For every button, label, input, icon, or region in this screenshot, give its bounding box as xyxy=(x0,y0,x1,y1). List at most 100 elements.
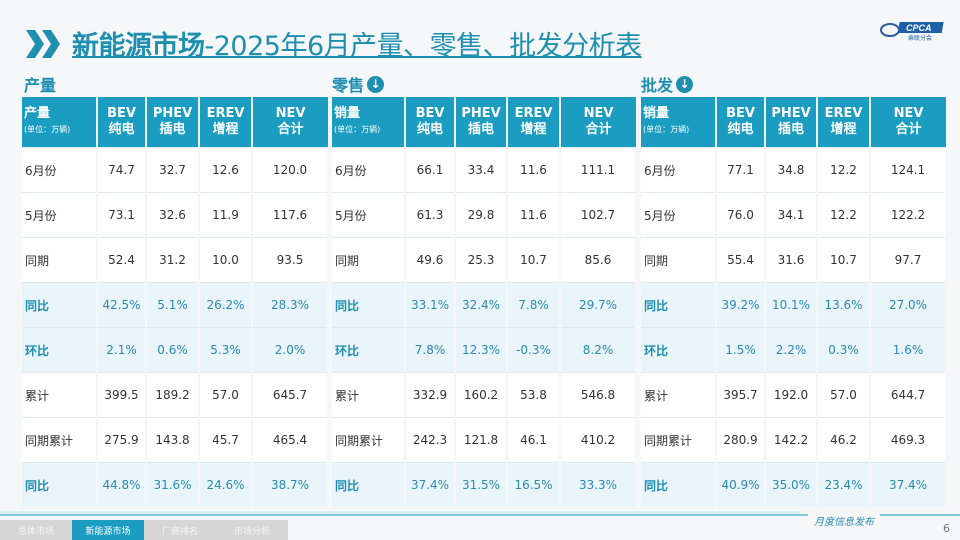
cell: 142.2 xyxy=(765,417,818,463)
cell: 644.7 xyxy=(870,372,947,418)
cell: 38.7% xyxy=(252,462,329,507)
cell: 10.0 xyxy=(199,237,253,283)
header-row: 销量 (单位：万辆) BEV 纯电 PHEV 插电 EREV 增程 NEV 合计 xyxy=(332,97,636,148)
footer-tab-ranking[interactable]: 厂商排名 xyxy=(144,520,216,540)
cell: 12.2 xyxy=(817,147,871,193)
row-label: 同期累计 xyxy=(641,417,717,463)
row-label: 累计 xyxy=(641,372,717,418)
table-row: 累计 332.9 160.2 53.8 546.8 xyxy=(332,372,637,418)
cell: 35.0% xyxy=(765,462,818,507)
cell: 93.5 xyxy=(252,237,329,283)
header-erev: EREV 增程 xyxy=(817,97,871,148)
cell: 61.3 xyxy=(405,192,456,238)
footer-tab-nev[interactable]: 新能源市场 xyxy=(72,520,144,540)
header-label: 销量 (单位：万辆) xyxy=(641,97,717,148)
cell: 77.1 xyxy=(716,147,766,193)
title-row: 新能源市场-2025年6月产量、零售、批发分析表 xyxy=(26,24,642,63)
cell: 124.1 xyxy=(870,147,947,193)
footer-tab-overall[interactable]: 总体市场 xyxy=(0,520,72,540)
header-bev: BEV 纯电 xyxy=(716,97,766,148)
cell: 32.6 xyxy=(146,192,200,238)
cell: 2.2% xyxy=(765,327,818,373)
cell: 117.6 xyxy=(252,192,329,238)
cell: 32.4% xyxy=(455,282,508,328)
cell: 5.1% xyxy=(146,282,200,328)
row-label: 同期累计 xyxy=(22,417,98,463)
cell: 52.4 xyxy=(97,237,147,283)
row-label: 环比 xyxy=(332,327,406,373)
svg-text:CPCA: CPCA xyxy=(906,23,932,33)
row-label: 同期 xyxy=(332,237,406,283)
row-label: 同比 xyxy=(641,282,717,328)
cell: 11.6 xyxy=(507,192,561,238)
cell: 0.3% xyxy=(817,327,871,373)
table-row: 累计 399.5 189.2 57.0 645.7 xyxy=(22,372,329,418)
cell: 34.8 xyxy=(765,147,818,193)
cell: 29.7% xyxy=(560,282,637,328)
cell: 10.7 xyxy=(817,237,871,283)
cell: 57.0 xyxy=(199,372,253,418)
cell: 2.1% xyxy=(97,327,147,373)
cell: 122.2 xyxy=(870,192,947,238)
row-label: 同期累计 xyxy=(332,417,406,463)
arrow-down-circle-icon[interactable]: ↓ xyxy=(676,75,694,93)
cell: 121.8 xyxy=(455,417,508,463)
cell: 189.2 xyxy=(146,372,200,418)
page-number: 6 xyxy=(943,522,950,535)
cell: 33.3% xyxy=(560,462,637,507)
row-label: 同期 xyxy=(22,237,98,283)
cell: 102.7 xyxy=(560,192,637,238)
cell: 1.5% xyxy=(716,327,766,373)
header-erev: EREV 增程 xyxy=(507,97,561,148)
cell: 16.5% xyxy=(507,462,561,507)
page-title: 新能源市场-2025年6月产量、零售、批发分析表 xyxy=(72,31,642,62)
table-production: 产量 (单位：万辆) BEV 纯电 PHEV 插电 EREV 增程 NEV 合计 6月份 74… xyxy=(22,97,329,507)
cell: 66.1 xyxy=(405,147,456,193)
footer-accent xyxy=(0,511,800,514)
cell: 24.6% xyxy=(199,462,253,507)
cell: 29.8 xyxy=(455,192,508,238)
arrow-down-circle-icon[interactable]: ↓ xyxy=(367,75,385,93)
footer-tabs: 总体市场 新能源市场 厂商排名 市场分析 xyxy=(0,520,288,540)
row-label: 5月份 xyxy=(332,192,406,238)
cell: 10.1% xyxy=(765,282,818,328)
cell: 192.0 xyxy=(765,372,818,418)
table-row: 同期 49.6 25.3 10.7 85.6 xyxy=(332,237,637,283)
table-wholesale: 销量 (单位：万辆) BEV 纯电 PHEV 插电 EREV 增程 NEV 合计 6月份 77… xyxy=(641,97,947,507)
row-label: 环比 xyxy=(641,327,717,373)
table-row: 5月份 73.1 32.6 11.9 117.6 xyxy=(22,192,329,238)
table-row: 累计 395.7 192.0 57.0 644.7 xyxy=(641,372,947,418)
footer-divider xyxy=(0,514,960,516)
cell: 546.8 xyxy=(560,372,637,418)
row-label: 累计 xyxy=(22,372,98,418)
cell: 26.2% xyxy=(199,282,253,328)
table-row: 同比 37.4% 31.5% 16.5% 33.3% xyxy=(332,462,637,507)
cell: 37.4% xyxy=(870,462,947,507)
cell: 44.8% xyxy=(97,462,147,507)
monthly-release-label: 月度信息发布 xyxy=(808,513,880,528)
cell: 37.4% xyxy=(405,462,456,507)
cell: 85.6 xyxy=(560,237,637,283)
table-row: 同比 39.2% 10.1% 13.6% 27.0% xyxy=(641,282,947,328)
cell: -0.3% xyxy=(507,327,561,373)
cell: 76.0 xyxy=(716,192,766,238)
header-row: 产量 (单位：万辆) BEV 纯电 PHEV 插电 EREV 增程 NEV 合计 xyxy=(22,97,328,148)
section-production: 产量 xyxy=(24,72,56,96)
table-row: 同期累计 275.9 143.8 45.7 465.4 xyxy=(22,417,329,463)
cell: 0.6% xyxy=(146,327,200,373)
footer-tab-analysis[interactable]: 市场分析 xyxy=(216,520,288,540)
table-row: 环比 2.1% 0.6% 5.3% 2.0% xyxy=(22,327,329,373)
cell: 45.7 xyxy=(199,417,253,463)
section-title: 零售 xyxy=(332,76,365,95)
cell: 332.9 xyxy=(405,372,456,418)
cell: 73.1 xyxy=(97,192,147,238)
cpca-logo: CPCA 乘联分会 xyxy=(880,20,946,42)
cell: 160.2 xyxy=(455,372,508,418)
cell: 1.6% xyxy=(870,327,947,373)
cell: 32.7 xyxy=(146,147,200,193)
header-bev: BEV 纯电 xyxy=(405,97,456,148)
row-label: 同比 xyxy=(641,462,717,507)
cell: 280.9 xyxy=(716,417,766,463)
header-phev: PHEV 插电 xyxy=(455,97,508,148)
header-row: 销量 (单位：万辆) BEV 纯电 PHEV 插电 EREV 增程 NEV 合计 xyxy=(641,97,946,148)
